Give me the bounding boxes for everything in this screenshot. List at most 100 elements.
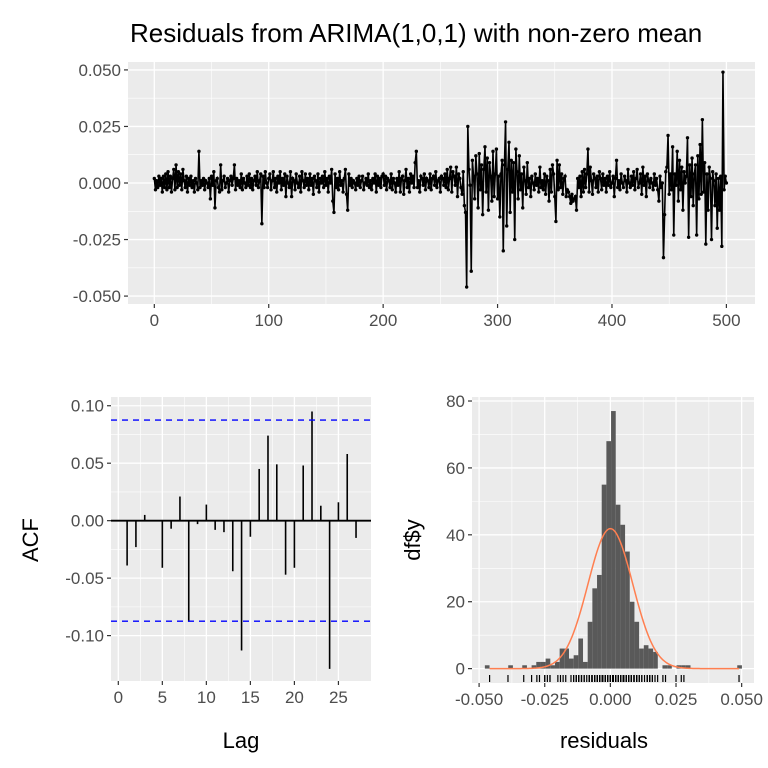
- residual-series-tick-label-y: 0.025: [78, 117, 121, 136]
- residual-point: [477, 151, 481, 156]
- residual-point: [546, 179, 550, 183]
- residual-point: [494, 147, 499, 151]
- residual-point: [456, 172, 461, 176]
- residual-point: [447, 176, 452, 181]
- residual-point: [252, 179, 256, 183]
- residual-point: [553, 194, 557, 199]
- residual-point: [181, 167, 185, 172]
- residual-point: [331, 199, 335, 203]
- residual-point: [422, 172, 427, 176]
- residual-point: [557, 163, 562, 167]
- histogram-tick-label-y: 40: [446, 526, 465, 545]
- residual-point: [585, 172, 589, 176]
- residual-point: [603, 176, 607, 181]
- residual-point: [685, 136, 690, 140]
- residual-point: [317, 190, 321, 194]
- residual-point: [538, 165, 542, 169]
- residual-point: [665, 165, 669, 169]
- residual-point: [598, 176, 603, 181]
- residual-point: [464, 285, 469, 289]
- residual-point: [722, 188, 726, 192]
- residual-point: [208, 197, 213, 201]
- residual-point: [646, 179, 651, 183]
- residual-point: [220, 188, 224, 192]
- residual-point: [539, 185, 543, 190]
- residual-point: [418, 190, 422, 194]
- residual-point: [206, 185, 210, 190]
- histogram-bar: [648, 648, 654, 669]
- histogram-bar: [554, 661, 560, 669]
- residual-point: [532, 188, 536, 192]
- residual-point: [254, 183, 258, 187]
- residual-point: [416, 179, 421, 183]
- residual-point: [180, 188, 184, 192]
- residual-point: [488, 174, 493, 178]
- residual-point: [705, 172, 709, 176]
- residual-point: [302, 185, 306, 190]
- histogram-tick-label-y: 0: [456, 660, 465, 679]
- residual-series-tick-label-x: 0: [150, 311, 159, 330]
- residual-point: [329, 167, 334, 172]
- residual-point: [688, 163, 692, 167]
- residual-point: [400, 174, 405, 178]
- residual-point: [523, 179, 527, 183]
- residual-point: [255, 169, 259, 174]
- residual-point: [383, 174, 388, 178]
- residual-point: [305, 176, 310, 181]
- residual-point: [194, 181, 199, 185]
- residual-point: [649, 176, 653, 181]
- residual-point: [611, 174, 615, 178]
- acf-panel: 0 5 10 15 20 25 -0.10 -0.05 0.00 0.05 0.10: [65, 397, 371, 707]
- residual-point: [356, 183, 360, 187]
- residual-point: [166, 169, 170, 174]
- residual-point: [640, 192, 644, 197]
- residual-point: [428, 172, 432, 176]
- residual-point: [618, 188, 622, 192]
- residual-point: [233, 188, 238, 192]
- residual-series-tick-label-y: 0.000: [78, 174, 121, 193]
- residual-point: [372, 181, 376, 185]
- residual-point: [644, 194, 649, 199]
- residual-point: [691, 203, 695, 208]
- residual-point: [643, 174, 647, 178]
- residual-point: [438, 190, 443, 194]
- histogram-tick-label-x: -0.050: [455, 690, 503, 709]
- residual-point: [230, 183, 234, 187]
- residual-point: [612, 194, 616, 199]
- residual-point: [466, 124, 470, 129]
- residual-point: [637, 181, 642, 185]
- residual-point: [518, 188, 523, 192]
- residual-point: [720, 244, 724, 249]
- residual-point: [574, 208, 579, 212]
- residual-point: [537, 190, 541, 194]
- acf-tick-label-y: -0.10: [65, 627, 104, 646]
- residual-point: [511, 160, 516, 165]
- residual-point: [307, 188, 311, 192]
- residual-point: [277, 181, 281, 185]
- residual-point: [601, 172, 605, 176]
- chart-title: Residuals from ARIMA(1,0,1) with non-zer…: [130, 18, 702, 48]
- residual-point: [246, 183, 250, 187]
- residual-point: [321, 185, 326, 190]
- residual-point: [484, 190, 488, 194]
- residual-point: [396, 183, 400, 187]
- residual-point: [207, 176, 211, 181]
- residual-point: [304, 183, 309, 187]
- residual-point: [499, 172, 503, 176]
- residual-point: [564, 194, 568, 199]
- acf-y-axis-label: ACF: [18, 518, 43, 562]
- residual-point: [487, 160, 492, 165]
- residual-point: [175, 185, 179, 190]
- residual-point: [673, 172, 677, 176]
- residual-series-tick-label-y: -0.050: [73, 287, 121, 306]
- residual-point: [514, 147, 518, 151]
- residual-point: [540, 179, 544, 183]
- acf-tick-label-x: 15: [241, 688, 260, 707]
- residual-point: [609, 185, 613, 190]
- residual-point: [672, 233, 676, 237]
- residual-point: [341, 190, 345, 194]
- residual-point: [240, 188, 245, 192]
- residual-point: [190, 185, 194, 190]
- residual-point: [355, 176, 359, 181]
- residual-point: [554, 219, 558, 224]
